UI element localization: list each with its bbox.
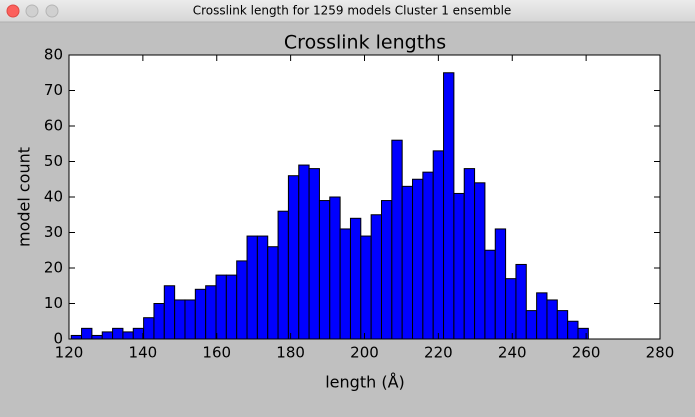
x-tick-label: 240 <box>498 344 527 362</box>
bar <box>163 285 176 340</box>
bar <box>122 331 134 340</box>
x-tick-label: 180 <box>276 344 305 362</box>
bar <box>81 327 93 340</box>
bar <box>401 185 414 340</box>
bar <box>205 285 217 340</box>
x-tick-label: 200 <box>350 344 379 362</box>
y-tick-label: 70 <box>44 81 63 99</box>
bar <box>308 168 320 340</box>
minimize-button[interactable] <box>25 4 39 18</box>
bar <box>505 278 517 340</box>
bar <box>556 310 569 340</box>
chart-title: Crosslink lengths <box>284 32 446 54</box>
x-tick-label: 120 <box>55 344 84 362</box>
y-tick-label: 20 <box>44 259 63 277</box>
y-tick-label: 0 <box>53 330 63 348</box>
x-tick-label: 220 <box>424 344 453 362</box>
bar <box>132 327 145 340</box>
bar <box>494 228 507 340</box>
bar <box>370 214 382 340</box>
bar <box>246 235 258 340</box>
bar <box>515 263 527 340</box>
bar <box>349 217 362 340</box>
bar <box>567 320 579 340</box>
bar <box>153 303 165 340</box>
bar <box>536 292 548 340</box>
bar <box>453 192 465 340</box>
bar <box>546 299 558 340</box>
bar <box>215 274 227 340</box>
x-tick-label: 280 <box>646 344 675 362</box>
bar <box>112 327 124 340</box>
y-tick-label: 40 <box>44 188 63 206</box>
bar <box>525 310 538 340</box>
bar <box>339 228 351 340</box>
bar <box>236 260 248 340</box>
bar <box>184 299 196 340</box>
bar <box>174 299 186 340</box>
bar <box>432 150 445 340</box>
zoom-button[interactable] <box>45 4 59 18</box>
bar <box>256 235 269 340</box>
marks <box>70 72 589 340</box>
x-tick-label: 140 <box>129 344 158 362</box>
bar <box>329 196 341 340</box>
bar <box>443 72 455 340</box>
x-tick-label: 260 <box>572 344 601 362</box>
bar <box>298 164 310 340</box>
bar <box>360 235 372 340</box>
bar <box>194 288 207 340</box>
bar <box>91 334 103 340</box>
close-button[interactable] <box>6 4 20 18</box>
y-tick-label: 50 <box>44 152 63 170</box>
x-axis-label: length (Å) <box>325 373 405 392</box>
bar <box>287 175 300 340</box>
x-tick-label: 160 <box>202 344 231 362</box>
y-axis-label: model count <box>15 147 34 247</box>
bar <box>391 139 403 340</box>
bar <box>412 178 424 340</box>
bar <box>463 168 476 340</box>
bar <box>577 327 589 340</box>
y-tick-label: 30 <box>44 223 63 241</box>
bar <box>70 334 83 340</box>
bar <box>318 200 331 340</box>
bar <box>143 317 155 340</box>
bar <box>380 200 393 340</box>
y-tick-label: 10 <box>44 294 63 312</box>
y-tick-label: 60 <box>44 117 63 135</box>
bar <box>474 182 486 340</box>
bar <box>277 210 289 340</box>
bar <box>225 274 238 340</box>
bar <box>267 246 279 340</box>
bar <box>484 249 496 340</box>
title-bar <box>0 0 695 22</box>
y-tick-label: 80 <box>44 46 63 64</box>
window-title: Crosslink length for 1259 models Cluster… <box>193 4 512 18</box>
bar <box>101 331 114 340</box>
bar <box>422 171 434 340</box>
